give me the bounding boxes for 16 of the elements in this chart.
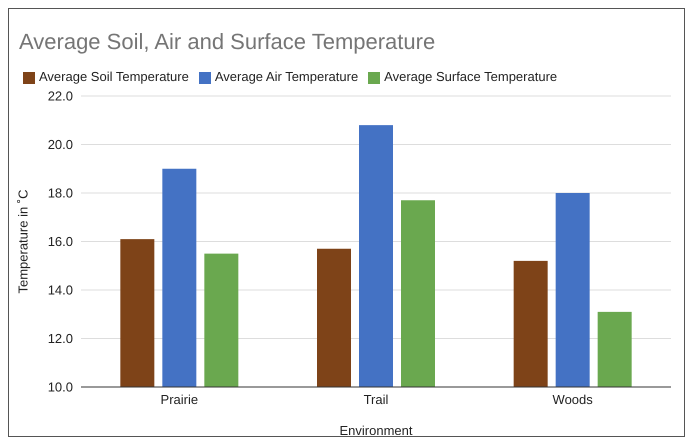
y-tick-label: 20.0: [48, 137, 73, 152]
legend-label: Average Air Temperature: [214, 69, 358, 84]
y-tick-label: 14.0: [48, 282, 73, 298]
legend-label: Average Surface Temperature: [384, 69, 558, 84]
y-axis-title: Temperature in ˚C: [16, 189, 31, 294]
y-tick-label: 12.0: [48, 331, 73, 346]
chart-title: Average Soil, Air and Surface Temperature: [19, 29, 436, 55]
y-tick-label: 16.0: [48, 234, 73, 250]
x-axis-title: Environment: [340, 423, 413, 438]
y-tick-label: 10.0: [48, 380, 73, 395]
legend-label: Average Soil Temperature: [39, 69, 189, 84]
y-tick-label: 22.0: [48, 88, 73, 104]
y-tick-label: 18.0: [48, 186, 73, 201]
x-tick-label: Trail: [364, 392, 389, 408]
x-tick-label: Woods: [552, 392, 594, 408]
x-tick-label: Prairie: [160, 392, 198, 408]
